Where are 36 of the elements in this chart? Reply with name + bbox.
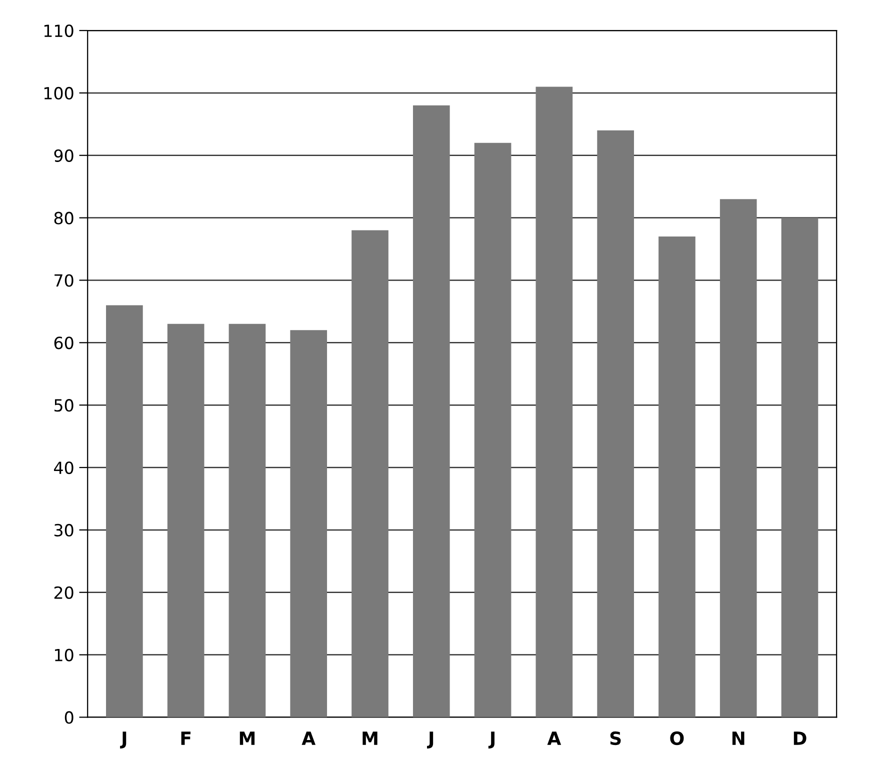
y-tick-label: 80	[54, 212, 74, 224]
bar	[658, 236, 696, 718]
bar	[290, 330, 328, 718]
y-tick-label: 20	[54, 586, 74, 599]
y-tick-label: 110	[44, 24, 74, 38]
bar	[412, 105, 450, 718]
y-tick-label: 0	[64, 711, 74, 724]
x-tick-label: M	[362, 732, 378, 745]
x-tick-label: J	[488, 732, 494, 748]
bar	[352, 230, 388, 718]
x-tick-label: D	[794, 732, 806, 745]
y-tick-label: 50	[54, 399, 74, 412]
y-tick-label: 90	[54, 149, 74, 162]
y-tick-label: 10	[55, 648, 74, 662]
x-tick-label: F	[181, 732, 190, 745]
x-tick-label: A	[302, 732, 316, 745]
y-tick-label: 60	[54, 336, 74, 350]
y-tick-label: 30	[54, 524, 74, 537]
bar	[228, 324, 266, 718]
x-tick-label: M	[240, 732, 255, 745]
bar	[720, 199, 757, 718]
bar	[106, 305, 143, 718]
bar	[597, 130, 634, 718]
x-tick-label: N	[732, 732, 744, 745]
x-tick-label: J	[427, 732, 434, 748]
bar	[167, 324, 204, 718]
y-tick-label: 70	[54, 274, 74, 287]
y-tick-label: 40	[54, 461, 74, 474]
bar	[781, 218, 818, 718]
x-tick-label: J	[120, 732, 126, 748]
bar	[536, 86, 573, 718]
x-tick-label: S	[610, 731, 621, 746]
x-tick-label: O	[670, 731, 684, 746]
y-tick-label: 100	[44, 86, 74, 100]
bar	[474, 142, 512, 718]
x-tick-label: A	[547, 732, 562, 745]
